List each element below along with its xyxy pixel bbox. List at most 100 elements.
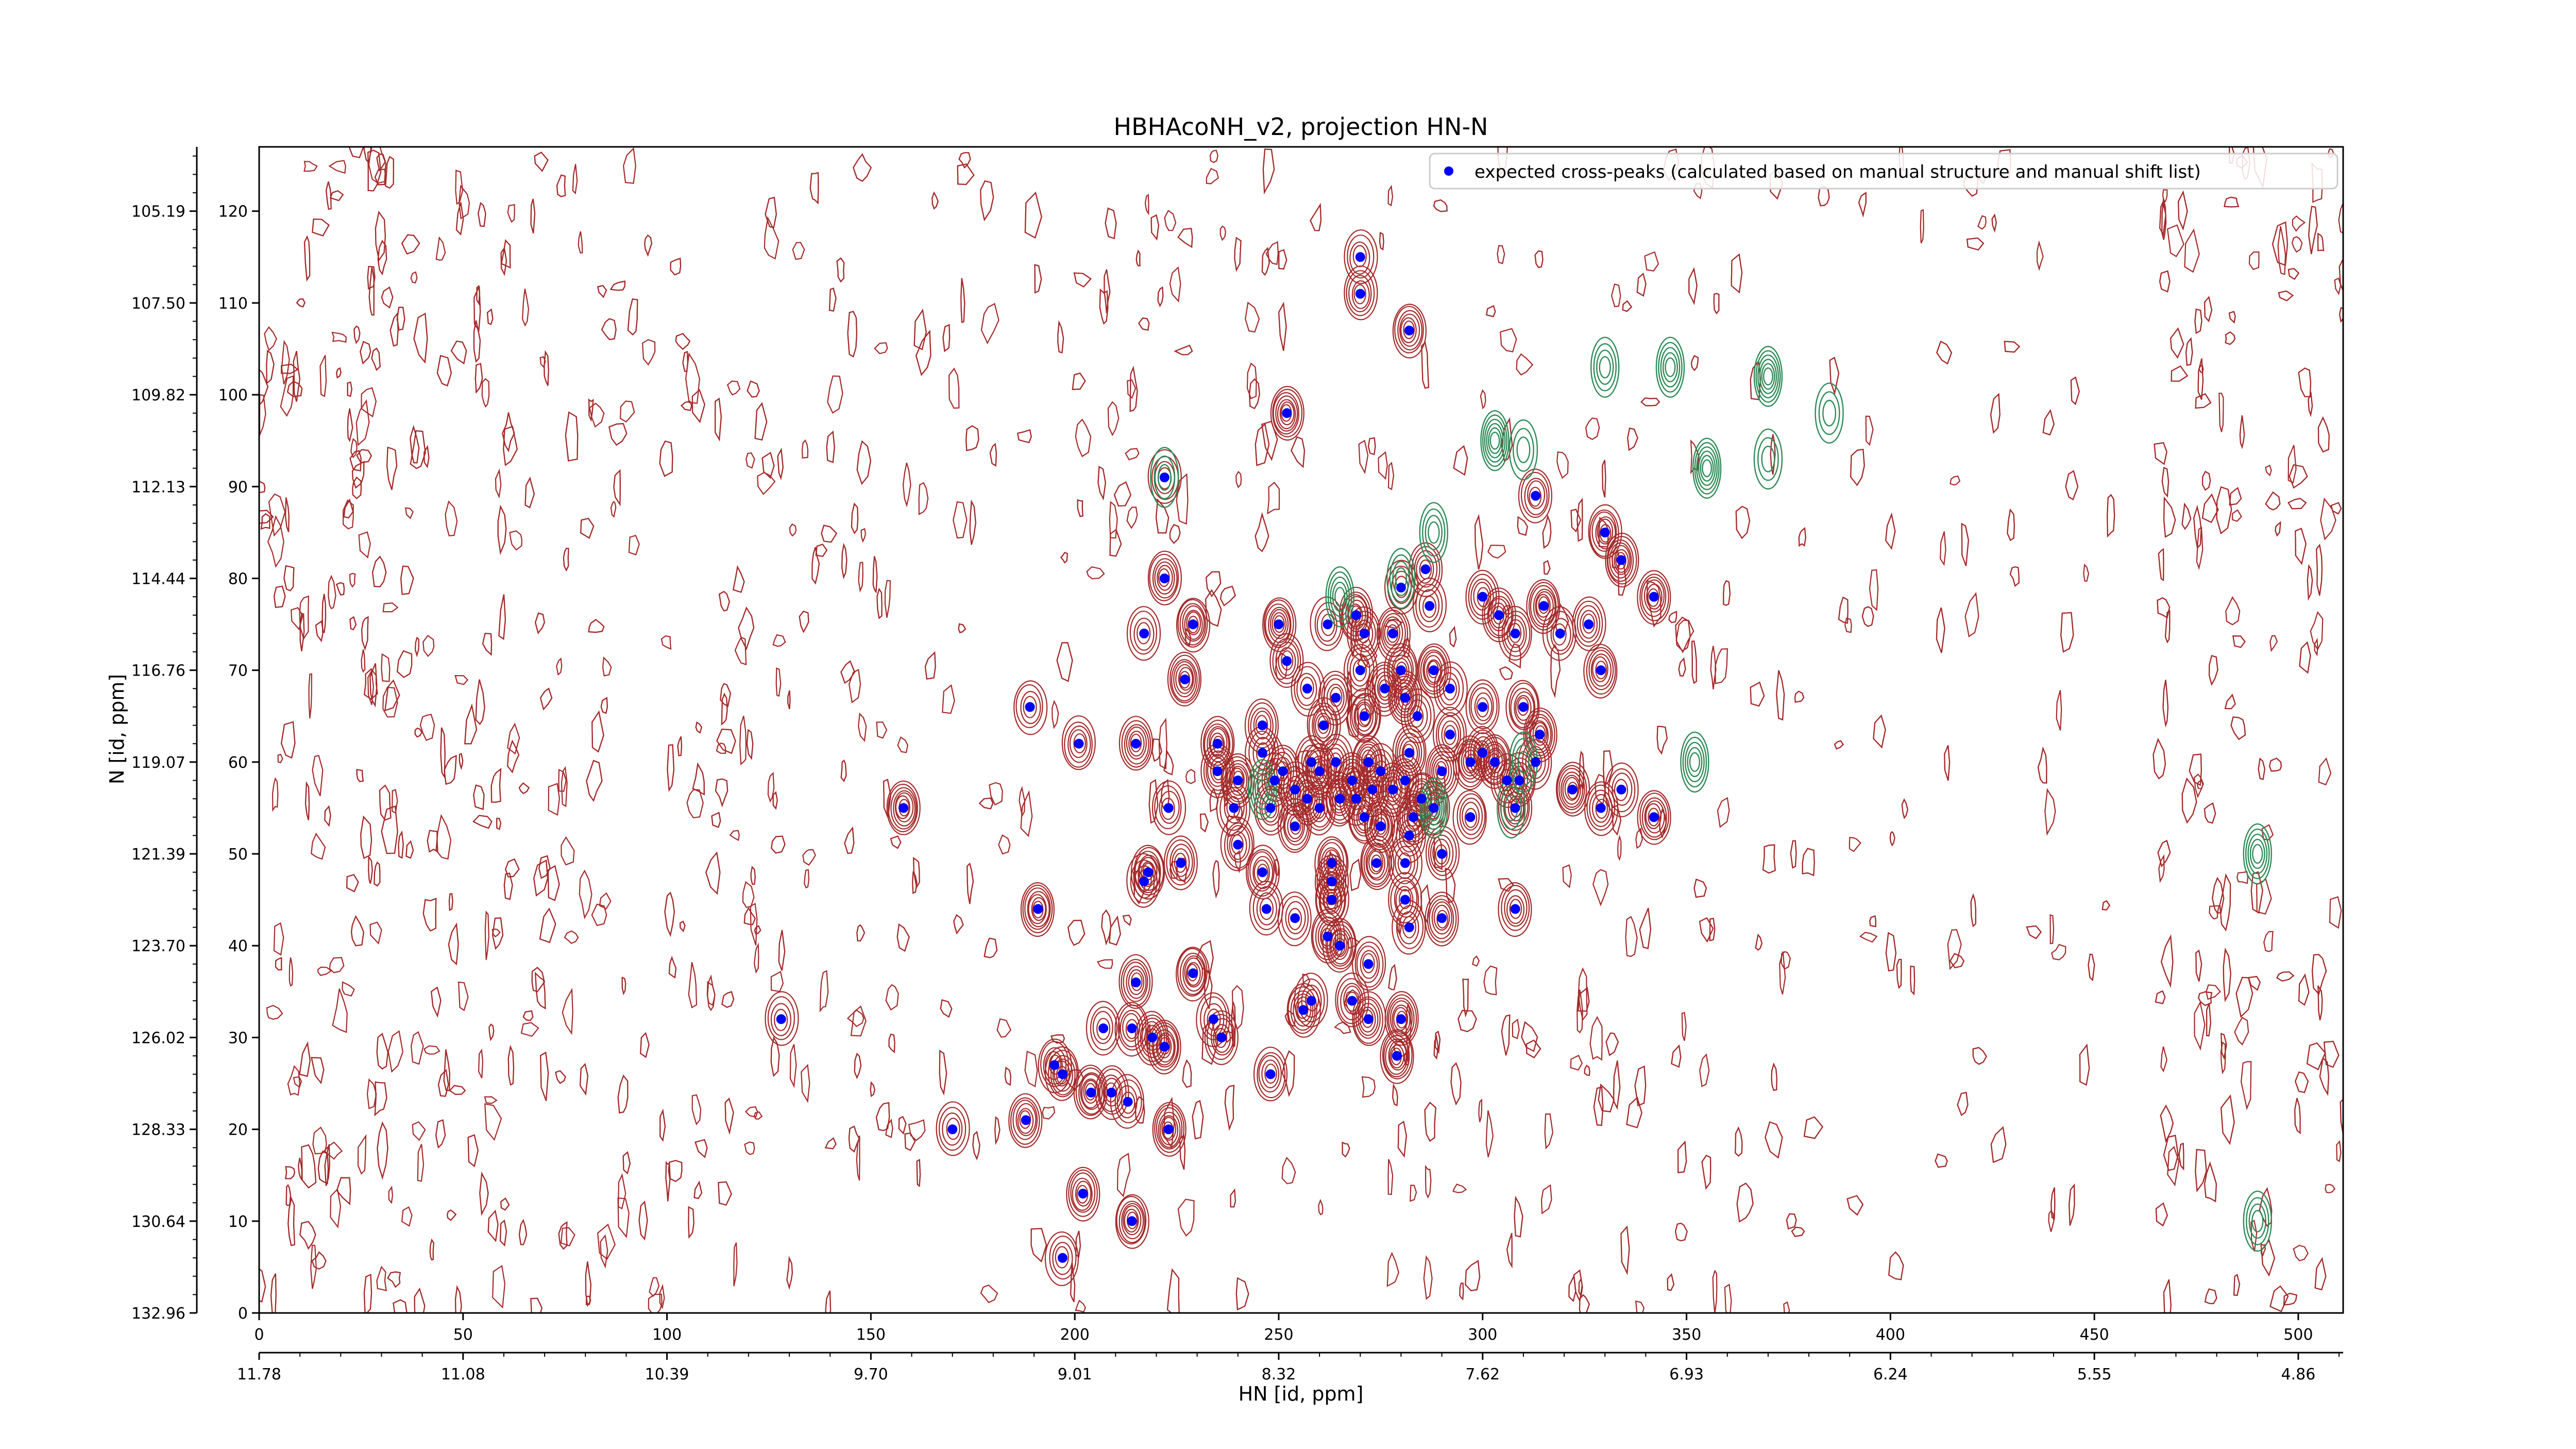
noise-contour	[487, 1209, 499, 1242]
noise-contour	[2235, 976, 2253, 1018]
cross-peak-point	[1290, 821, 1300, 832]
noise-contour	[1199, 813, 1209, 833]
peak-contour-group	[1151, 780, 1187, 835]
noise-contour	[841, 543, 848, 580]
peak-contour	[1381, 613, 1406, 654]
peak-contour	[1171, 659, 1198, 702]
noise-contour	[368, 267, 375, 316]
peak-contour	[1157, 1034, 1172, 1059]
peak-contour	[1092, 1010, 1113, 1044]
noise-contour	[1517, 516, 1528, 536]
noise-contour	[1497, 245, 1505, 264]
noise-contour	[361, 649, 366, 673]
noise-contour	[585, 1261, 592, 1307]
noise-contour	[1498, 878, 1514, 892]
noise-contour	[640, 1032, 650, 1058]
noise-contour	[2260, 1243, 2266, 1256]
noise-contour	[321, 594, 327, 633]
noise-contour	[2265, 491, 2281, 511]
noise-contour	[1850, 448, 1865, 486]
peak-contour	[1365, 844, 1388, 881]
noise-contour	[488, 1023, 495, 1041]
peak-contour-group	[1498, 605, 1532, 661]
noise-contour	[1052, 700, 1059, 730]
negative-contour	[1822, 399, 1837, 427]
noise-contour	[376, 153, 386, 172]
cross-peak-point	[1335, 794, 1345, 804]
noise-contour	[1611, 283, 1621, 308]
peak-contour-group	[1452, 790, 1487, 845]
cross-peak-point	[1478, 748, 1488, 758]
peak-contour	[1174, 852, 1187, 873]
noise-contour	[381, 286, 394, 309]
noise-contour	[978, 797, 994, 810]
peak-contour	[1054, 1060, 1070, 1087]
noise-contour	[734, 636, 747, 666]
noise-contour	[283, 565, 295, 592]
cross-peak-point	[1314, 766, 1325, 777]
noise-contour	[484, 911, 489, 961]
noise-contour	[1379, 231, 1384, 251]
noise-contour	[371, 555, 387, 587]
noise-contour	[1459, 1282, 1464, 1301]
peak-contour	[1121, 720, 1151, 768]
noise-contour	[464, 703, 478, 745]
noise-contour	[772, 791, 778, 810]
noise-contour	[1990, 1126, 2007, 1164]
noise-contour	[942, 684, 955, 714]
noise-contour	[2258, 757, 2266, 780]
noise-contour	[1896, 958, 1902, 989]
negative-contour	[1596, 349, 1614, 385]
peak-contour	[1134, 851, 1161, 894]
peak-contour	[1365, 801, 1395, 850]
noise-contour	[688, 962, 698, 1008]
noise-contour	[1020, 790, 1033, 837]
noise-contour	[2208, 655, 2218, 686]
peak-contour	[1357, 744, 1380, 780]
negative-contour	[1665, 357, 1676, 377]
peak-contour	[1114, 1079, 1142, 1123]
noise-contour	[801, 1064, 810, 1103]
noise-contour	[1487, 545, 1506, 559]
peak-contour	[1130, 845, 1165, 900]
noise-contour	[1388, 964, 1397, 990]
y-index-tick-label: 110	[218, 295, 248, 313]
peak-contour	[1317, 715, 1330, 734]
noise-contour	[1803, 1116, 1823, 1139]
peak-contour	[1400, 317, 1417, 344]
noise-contour	[721, 693, 728, 726]
noise-contour	[1361, 1076, 1376, 1098]
noise-contour	[273, 922, 284, 956]
noise-contour	[870, 1081, 876, 1098]
noise-contour	[1543, 560, 1551, 575]
peak-contour	[1117, 1004, 1147, 1051]
peak-contour	[1031, 897, 1046, 921]
peak-contour	[1353, 996, 1383, 1044]
peak-contour	[1354, 701, 1374, 732]
noise-contour	[1783, 1301, 1790, 1313]
negative-contour	[1599, 356, 1611, 379]
noise-contour	[860, 528, 867, 543]
noise-contour	[1255, 512, 1269, 552]
noise-contour	[1278, 301, 1287, 351]
noise-contour	[588, 398, 594, 422]
peak-contour	[1538, 596, 1550, 614]
noise-contour	[826, 430, 835, 463]
peak-contour	[1055, 1246, 1069, 1269]
peak-contour	[1641, 576, 1667, 617]
noise-contour	[539, 687, 553, 711]
noise-contour	[448, 922, 459, 966]
noise-contour	[1177, 228, 1193, 248]
cross-peak-point	[1314, 803, 1325, 813]
noise-contour	[1453, 445, 1468, 476]
peak-contour	[1247, 849, 1277, 897]
peak-contour	[1204, 1010, 1239, 1065]
noise-contour	[1182, 1059, 1192, 1088]
peak-contour-group	[1344, 265, 1378, 321]
noise-contour	[972, 1131, 980, 1160]
peak-contour	[1120, 1009, 1144, 1048]
peak-contour	[1588, 650, 1614, 690]
peak-contour	[1433, 661, 1468, 716]
y-index-tick-label: 90	[228, 478, 248, 496]
peak-contour	[1574, 600, 1603, 647]
